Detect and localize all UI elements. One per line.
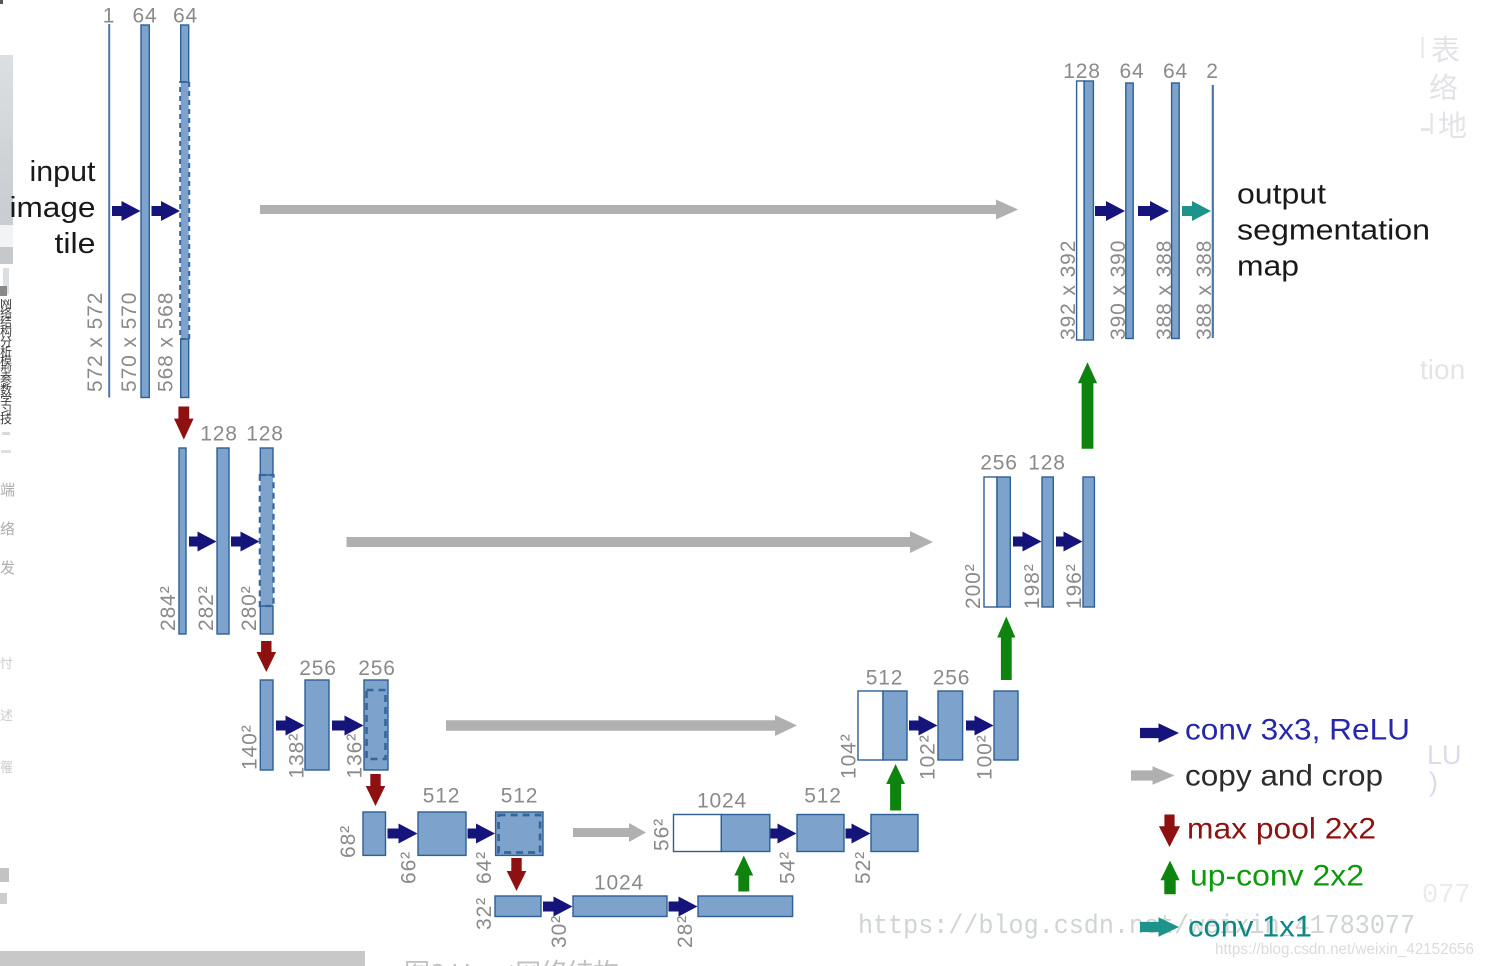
- svg-text:表: 表: [1431, 34, 1460, 67]
- svg-text:64²: 64²: [473, 851, 496, 884]
- svg-text:256: 256: [358, 657, 395, 680]
- svg-text:1024: 1024: [594, 872, 644, 895]
- svg-text:52²: 52²: [852, 851, 875, 884]
- svg-text:https://blog.csdn.net/weixin_4: https://blog.csdn.net/weixin_41783077: [858, 912, 1415, 942]
- svg-text:56²: 56²: [651, 818, 674, 851]
- svg-text:128: 128: [1063, 60, 1100, 83]
- svg-text:2: 2: [1206, 60, 1218, 83]
- svg-text:copy and crop: copy and crop: [1185, 760, 1383, 793]
- svg-text:图2 U-net网络结构: 图2 U-net网络结构: [404, 958, 619, 966]
- svg-text:conv 1x1: conv 1x1: [1188, 911, 1312, 944]
- svg-text:077: 077: [1422, 881, 1471, 911]
- svg-text:568 x 568: 568 x 568: [155, 292, 178, 392]
- svg-text:128: 128: [246, 423, 283, 446]
- svg-text:388 x 388: 388 x 388: [1193, 240, 1216, 340]
- svg-text:conv 3x3, ReLU: conv 3x3, ReLU: [1185, 714, 1410, 747]
- svg-text:up-conv 2x2: up-conv 2x2: [1190, 860, 1364, 893]
- svg-text:256: 256: [980, 452, 1017, 475]
- svg-text:390 x 390: 390 x 390: [1107, 240, 1130, 340]
- svg-text:https://blog.csdn.net/weixin_4: https://blog.csdn.net/weixin_42152656: [1215, 941, 1474, 958]
- svg-text:128: 128: [200, 423, 237, 446]
- svg-text:128: 128: [1028, 452, 1065, 475]
- svg-text:200²: 200²: [962, 563, 985, 609]
- svg-text:image: image: [10, 192, 96, 224]
- svg-text:388 x 388: 388 x 388: [1153, 240, 1176, 340]
- svg-text:136²: 136²: [344, 733, 367, 779]
- svg-text:512: 512: [501, 785, 538, 808]
- svg-text:512: 512: [423, 785, 460, 808]
- svg-text:196²: 196²: [1063, 563, 1086, 609]
- svg-text:32²: 32²: [473, 897, 496, 930]
- svg-text:input: input: [30, 156, 96, 188]
- svg-text:256: 256: [299, 657, 336, 680]
- svg-text:地: 地: [1438, 110, 1467, 143]
- svg-text:54²: 54²: [777, 851, 800, 884]
- svg-text:140²: 140²: [239, 724, 262, 770]
- svg-text:572 x 572: 572 x 572: [84, 292, 107, 392]
- svg-text:map: map: [1237, 251, 1299, 283]
- svg-text:512: 512: [804, 785, 841, 808]
- svg-text:284²: 284²: [157, 585, 180, 631]
- svg-text:102²: 102²: [917, 734, 940, 780]
- svg-text:30²: 30²: [548, 915, 571, 948]
- svg-text:64: 64: [1120, 60, 1145, 83]
- svg-text:): ): [1429, 767, 1438, 797]
- svg-text:138²: 138²: [286, 733, 309, 779]
- svg-text:64: 64: [133, 5, 158, 28]
- svg-text:392 x 392: 392 x 392: [1057, 240, 1080, 340]
- svg-text:segmentation: segmentation: [1237, 215, 1430, 247]
- svg-text:output: output: [1237, 179, 1326, 211]
- svg-text:LU: LU: [1427, 740, 1462, 770]
- svg-text:570 x 570: 570 x 570: [118, 292, 141, 392]
- svg-text:tion: tion: [1420, 354, 1465, 385]
- svg-text:256: 256: [933, 667, 970, 690]
- svg-text:104²: 104²: [838, 733, 861, 779]
- svg-text:tile: tile: [55, 228, 96, 260]
- svg-text:282²: 282²: [195, 585, 218, 631]
- svg-text:max pool 2x2: max pool 2x2: [1187, 813, 1376, 846]
- svg-text:280²: 280²: [238, 585, 261, 631]
- svg-text:络: 络: [1429, 72, 1458, 105]
- svg-text:68²: 68²: [337, 825, 360, 858]
- svg-text:100²: 100²: [974, 734, 997, 780]
- svg-text:198²: 198²: [1021, 563, 1044, 609]
- svg-text:64: 64: [1163, 60, 1188, 83]
- svg-text:64: 64: [173, 5, 198, 28]
- svg-text:1: 1: [103, 5, 115, 28]
- svg-text:28²: 28²: [674, 915, 697, 948]
- svg-text:66²: 66²: [398, 851, 421, 884]
- svg-text:1024: 1024: [697, 790, 747, 813]
- svg-text:512: 512: [866, 667, 903, 690]
